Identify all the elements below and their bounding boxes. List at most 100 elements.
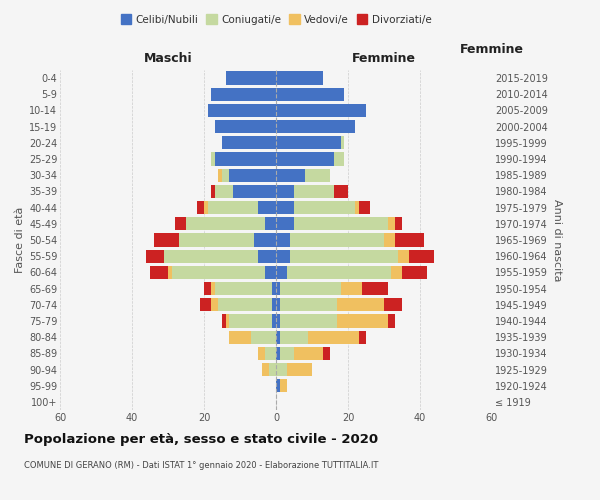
Bar (280, 330, 308, 344)
Bar (276, 152, 334, 166)
Bar (150, 266, 168, 279)
Bar (179, 234, 254, 246)
Bar (276, 330, 280, 344)
Bar (229, 168, 276, 182)
Bar (276, 234, 290, 246)
Bar (359, 201, 370, 214)
Bar (276, 217, 294, 230)
Bar (384, 298, 402, 312)
Bar (276, 185, 294, 198)
Bar (398, 250, 409, 263)
Y-axis label: Anni di nascita: Anni di nascita (552, 198, 562, 281)
Bar (197, 201, 204, 214)
Bar (305, 168, 330, 182)
Bar (229, 314, 272, 328)
Bar (388, 314, 395, 328)
Bar (215, 282, 272, 295)
Bar (294, 201, 355, 214)
Bar (226, 72, 276, 85)
Bar (276, 266, 287, 279)
Bar (208, 201, 258, 214)
Bar (265, 346, 276, 360)
Bar (276, 168, 305, 182)
Bar (276, 298, 280, 312)
Bar (211, 298, 218, 312)
Bar (204, 282, 211, 295)
Bar (294, 185, 334, 198)
Bar (254, 234, 276, 246)
Bar (276, 314, 280, 328)
Bar (218, 168, 222, 182)
Bar (269, 363, 276, 376)
Y-axis label: Fasce di età: Fasce di età (14, 207, 25, 273)
Bar (280, 282, 341, 295)
Bar (258, 250, 276, 263)
Bar (280, 314, 337, 328)
Bar (308, 330, 359, 344)
Bar (186, 217, 265, 230)
Bar (218, 298, 272, 312)
Bar (341, 282, 362, 295)
Bar (276, 136, 341, 149)
Bar (204, 201, 208, 214)
Bar (276, 120, 355, 134)
Bar (222, 168, 229, 182)
Bar (280, 379, 287, 392)
Bar (337, 314, 388, 328)
Bar (211, 282, 215, 295)
Bar (262, 363, 269, 376)
Bar (154, 234, 179, 246)
Bar (294, 346, 323, 360)
Bar (287, 266, 391, 279)
Bar (215, 120, 276, 134)
Bar (226, 314, 229, 328)
Text: Popolazione per età, sesso e stato civile - 2020: Popolazione per età, sesso e stato civil… (24, 432, 378, 446)
Legend: Celibi/Nubili, Coniugati/e, Vedovi/e, Divorziati/e: Celibi/Nubili, Coniugati/e, Vedovi/e, Di… (116, 10, 436, 29)
Bar (276, 282, 280, 295)
Text: Maschi: Maschi (143, 52, 193, 65)
Bar (276, 104, 366, 117)
Bar (229, 330, 251, 344)
Bar (208, 104, 276, 117)
Bar (272, 282, 276, 295)
Bar (276, 363, 287, 376)
Bar (215, 185, 233, 198)
Bar (276, 88, 344, 101)
Bar (265, 217, 276, 230)
Bar (384, 234, 395, 246)
Bar (280, 346, 294, 360)
Bar (388, 217, 395, 230)
Bar (402, 266, 427, 279)
Bar (337, 298, 384, 312)
Bar (272, 298, 276, 312)
Bar (362, 282, 388, 295)
Text: Femmine: Femmine (460, 44, 524, 57)
Bar (276, 379, 280, 392)
Bar (323, 346, 330, 360)
Bar (251, 330, 276, 344)
Bar (276, 72, 323, 85)
Text: COMUNE DI GERANO (RM) - Dati ISTAT 1° gennaio 2020 - Elaborazione TUTTITALIA.IT: COMUNE DI GERANO (RM) - Dati ISTAT 1° ge… (24, 460, 379, 469)
Bar (294, 217, 388, 230)
Bar (409, 250, 434, 263)
Bar (211, 88, 276, 101)
Bar (258, 201, 276, 214)
Bar (395, 217, 402, 230)
Bar (200, 298, 211, 312)
Bar (272, 314, 276, 328)
Bar (391, 266, 402, 279)
Bar (334, 152, 344, 166)
Bar (265, 266, 276, 279)
Bar (276, 250, 290, 263)
Bar (222, 314, 226, 328)
Bar (164, 250, 258, 263)
Bar (359, 330, 366, 344)
Bar (222, 136, 276, 149)
Bar (355, 201, 359, 214)
Bar (211, 152, 215, 166)
Bar (334, 185, 348, 198)
Bar (290, 234, 384, 246)
Bar (290, 250, 398, 263)
Bar (215, 152, 276, 166)
Bar (276, 346, 280, 360)
